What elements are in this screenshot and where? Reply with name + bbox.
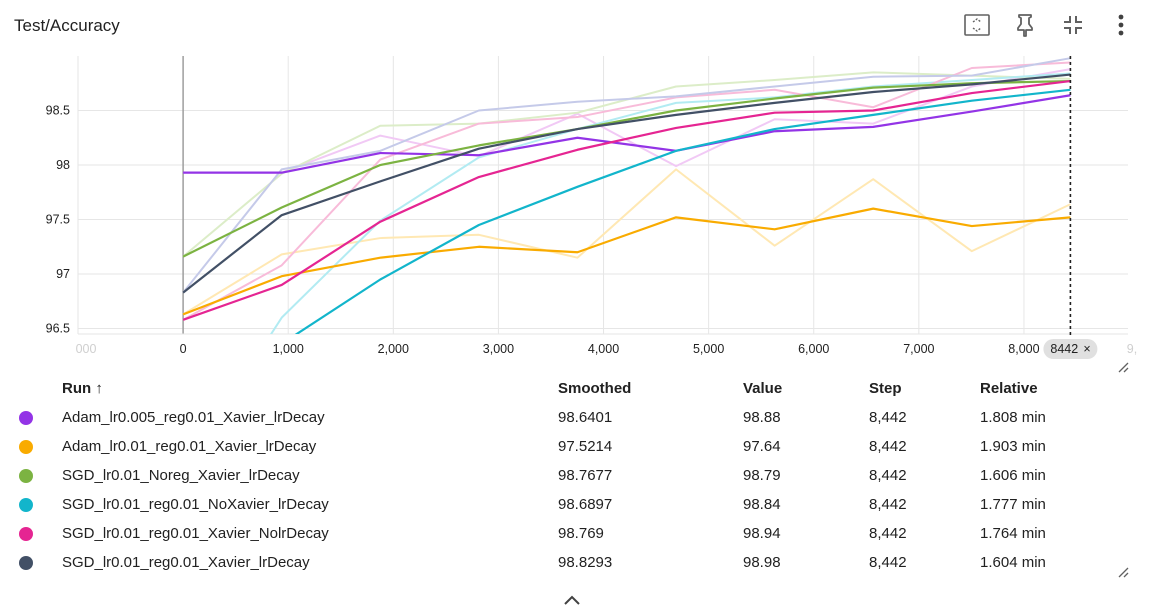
- x-tick-label: 000: [76, 342, 97, 356]
- x-tick-label: 6,000: [798, 342, 829, 356]
- run-name: SGD_lr0.01_reg0.01_NoXavier_lrDecay: [62, 496, 329, 513]
- run-color-dot: [19, 439, 33, 454]
- run-color-dot: [19, 468, 33, 483]
- run-name: SGD_lr0.01_reg0.01_Xavier_lrDecay: [62, 554, 310, 571]
- runs-table: Run ↑ Smoothed Value Step Relative Adam_…: [0, 374, 1150, 577]
- header-step[interactable]: Step: [869, 380, 902, 397]
- step-value: 8,442: [869, 438, 907, 455]
- relative-time: 1.808 min: [980, 409, 1046, 426]
- series-smoothed-line: [182, 79, 1071, 321]
- series-raw-line: [269, 72, 1071, 334]
- smoothed-value: 97.5214: [558, 438, 613, 455]
- run-color-dot: [19, 526, 33, 541]
- smoothed-value: 98.7677: [558, 467, 613, 484]
- smoothed-value: 98.6401: [558, 409, 613, 426]
- series-raw-line: [182, 57, 1071, 294]
- resize-table-icon[interactable]: [1116, 565, 1130, 579]
- smoothed-value: 98.8293: [558, 554, 613, 571]
- chart-toolbar: [962, 10, 1136, 40]
- y-tick-label: 97.5: [46, 213, 70, 227]
- x-tick-label: 7,000: [903, 342, 934, 356]
- header-run[interactable]: Run ↑: [62, 380, 103, 397]
- series-raw-line: [182, 61, 1071, 321]
- raw-value: 97.64: [743, 438, 781, 455]
- collapse-icon: [1064, 16, 1082, 34]
- series-smoothed-line: [182, 207, 1071, 316]
- x-tick-label: 5,000: [693, 342, 724, 356]
- raw-value: 98.98: [743, 554, 781, 571]
- header-relative[interactable]: Relative: [980, 380, 1038, 397]
- run-color-dot: [19, 555, 33, 570]
- series-raw-line: [182, 168, 1071, 316]
- x-tick-label: 2,000: [378, 342, 409, 356]
- table-row: SGD_lr0.01_Noreg_Xavier_lrDecay 98.7677 …: [0, 461, 1150, 490]
- table-header: Run ↑ Smoothed Value Step Relative: [0, 374, 1150, 403]
- raw-value: 98.84: [743, 496, 781, 513]
- y-tick-label: 98.5: [46, 104, 70, 118]
- series-smoothed-line: [182, 79, 1071, 258]
- step-value: 8,442: [869, 496, 907, 513]
- relative-time: 1.604 min: [980, 554, 1046, 571]
- step-value: 8,442: [869, 409, 907, 426]
- run-name: SGD_lr0.01_Noreg_Xavier_lrDecay: [62, 467, 300, 484]
- run-color-dot: [19, 410, 33, 425]
- step-badge[interactable]: 8442 ×: [1043, 339, 1098, 359]
- raw-value: 98.88: [743, 409, 781, 426]
- table-row: Adam_lr0.01_reg0.01_Xavier_lrDecay 97.52…: [0, 432, 1150, 461]
- raw-value: 98.94: [743, 525, 781, 542]
- series-smoothed-line: [182, 73, 1071, 294]
- fit-domain-button[interactable]: [962, 10, 992, 40]
- pin-icon: [1017, 14, 1033, 37]
- relative-time: 1.764 min: [980, 525, 1046, 542]
- relative-time: 1.777 min: [980, 496, 1046, 513]
- x-tick-label: 1,000: [273, 342, 304, 356]
- relative-time: 1.606 min: [980, 467, 1046, 484]
- series-group: [182, 57, 1071, 334]
- series-smoothed-line: [294, 88, 1071, 334]
- x-tick-label: 4,000: [588, 342, 619, 356]
- run-name: SGD_lr0.01_reg0.01_Xavier_NolrDecay: [62, 525, 329, 542]
- y-tick-label: 97: [56, 267, 70, 281]
- step-badge-label: 8442: [1050, 342, 1078, 356]
- fit-domain-icon: [964, 14, 990, 36]
- run-name: Adam_lr0.005_reg0.01_Xavier_lrDecay: [62, 409, 325, 426]
- raw-value: 98.79: [743, 467, 781, 484]
- step-badge-bg: [1043, 339, 1098, 359]
- step-value: 8,442: [869, 467, 907, 484]
- step-value: 8,442: [869, 554, 907, 571]
- table-row: SGD_lr0.01_reg0.01_NoXavier_lrDecay 98.6…: [0, 490, 1150, 519]
- resize-chart-icon[interactable]: [1116, 360, 1130, 374]
- x-tick-label: 8,000: [1008, 342, 1039, 356]
- header-smoothed[interactable]: Smoothed: [558, 380, 632, 397]
- smoothed-value: 98.769: [558, 525, 604, 542]
- header-value[interactable]: Value: [743, 380, 783, 397]
- run-color-dot: [19, 497, 33, 512]
- step-value: 8,442: [869, 525, 907, 542]
- series-smoothed-line: [183, 94, 1071, 174]
- collapse-button[interactable]: [1058, 10, 1088, 40]
- y-tick-label: 96.5: [46, 322, 70, 336]
- step-badge-close-icon: ×: [1083, 342, 1090, 356]
- smoothed-value: 98.6897: [558, 496, 613, 513]
- expand-less-icon[interactable]: [563, 594, 581, 606]
- x-tick-label: 3,000: [483, 342, 514, 356]
- run-name: Adam_lr0.01_reg0.01_Xavier_lrDecay: [62, 438, 317, 455]
- x-tick-label: 0: [180, 342, 187, 356]
- x-tick-label: 9,: [1127, 342, 1137, 356]
- relative-time: 1.903 min: [980, 438, 1046, 455]
- more-vert-icon: [1118, 14, 1124, 36]
- y-tick-label: 98: [56, 158, 70, 172]
- table-row: SGD_lr0.01_reg0.01_Xavier_NolrDecay 98.7…: [0, 519, 1150, 548]
- pin-button[interactable]: [1010, 10, 1040, 40]
- chart-title: Test/Accuracy: [14, 16, 120, 35]
- table-row: Adam_lr0.005_reg0.01_Xavier_lrDecay 98.6…: [0, 403, 1150, 432]
- table-row: SGD_lr0.01_reg0.01_Xavier_lrDecay 98.829…: [0, 548, 1150, 577]
- more-options-button[interactable]: [1106, 10, 1136, 40]
